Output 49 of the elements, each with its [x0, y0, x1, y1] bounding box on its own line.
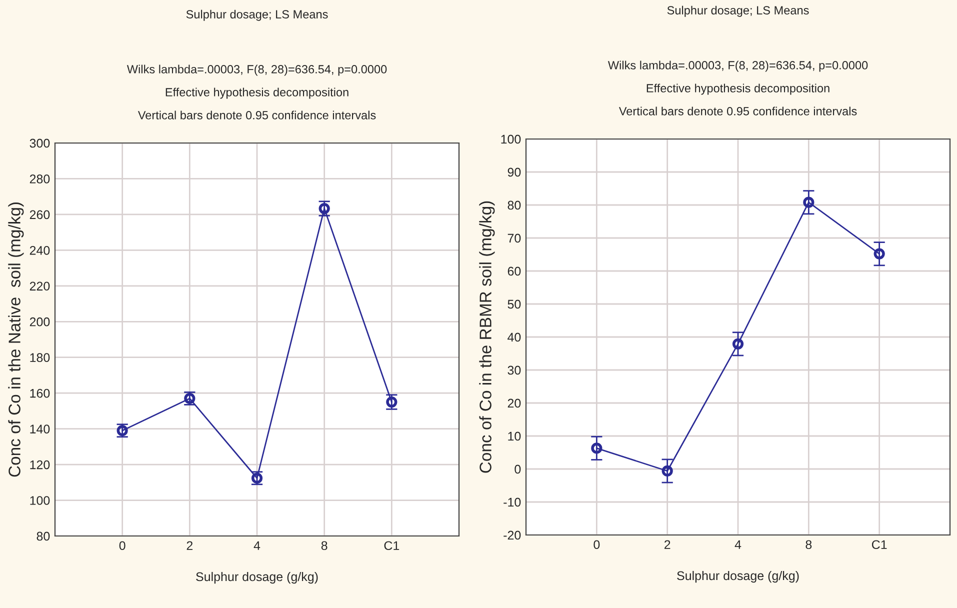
y-tick-label: 20	[508, 398, 521, 408]
x-axis-title: Sulphur dosage (g/kg)	[196, 572, 318, 584]
x-tick-label: 8	[321, 541, 328, 550]
chart-subtitle: Wilks lambda=.00003, F(8, 28)=636.54, p=0.0000 Effective hypothesis decomposition Vertical bars denote 0.95 confidence intervals	[608, 60, 868, 116]
x-tick-label: 4	[734, 540, 742, 549]
y-axis-title: Conc of Co in the RBMR soil (mg/kg)	[479, 201, 495, 473]
point	[732, 338, 744, 350]
y-tick-label: 280	[30, 174, 50, 184]
y-tick-label: 80	[36, 532, 50, 541]
y-tick-label: 30	[508, 366, 521, 375]
x-tick-label: C1	[384, 541, 400, 550]
point	[318, 203, 330, 214]
x-tick-label: 2	[664, 540, 670, 549]
y-tick-label: 70	[508, 234, 521, 243]
x-tick-label: 8	[806, 540, 812, 550]
chart-title: Sulphur dosage; LS Means	[186, 10, 328, 21]
y-tick-label: 180	[30, 353, 50, 362]
y-axis-title: Conc of Co in the Native soil (mg/kg)	[8, 202, 24, 477]
y-tick-label: -10	[504, 498, 521, 507]
y-tick-label: 120	[30, 460, 50, 470]
y-tick-label: 90	[508, 168, 521, 177]
y-tick-label: 60	[508, 266, 521, 276]
y-tick-label: 100	[501, 134, 521, 144]
y-tick-label: 100	[30, 496, 50, 505]
y-tick-label: 240	[30, 246, 50, 255]
y-tick-label: -20	[504, 530, 521, 540]
y-tick-label: 80	[508, 200, 521, 210]
y-tick-label: 0	[514, 464, 521, 474]
x-axis-title: Sulphur dosage (g/kg)	[677, 570, 799, 583]
chart-subtitle: Wilks lambda=.00003, F(8, 28)=636.54, p=0.0000 Effective hypothesis decomposition Vertical bars denote 0.95 confidence intervals	[126, 64, 387, 120]
point	[591, 442, 602, 454]
y-tick-label: 200	[30, 317, 50, 326]
y-tick-label: 140	[30, 424, 50, 434]
y-tick-label: 40	[508, 332, 521, 342]
y-tick-label: 50	[508, 300, 521, 309]
point	[874, 248, 885, 260]
point	[803, 196, 814, 208]
x-tick-label: 0	[594, 540, 600, 550]
x-tick-label: 2	[186, 541, 193, 550]
y-tick-label: 10	[508, 432, 521, 441]
point	[662, 465, 673, 477]
y-tick-label: 300	[30, 138, 50, 148]
y-tick-label: 160	[30, 388, 50, 398]
y-tick-label: 260	[30, 210, 50, 220]
y-tick-label: 220	[30, 282, 50, 291]
x-tick-label: C1	[872, 540, 887, 550]
chart-title: Sulphur dosage; LS Means	[667, 6, 809, 17]
x-tick-label: 4	[254, 541, 260, 550]
x-tick-label: 0	[119, 541, 126, 550]
